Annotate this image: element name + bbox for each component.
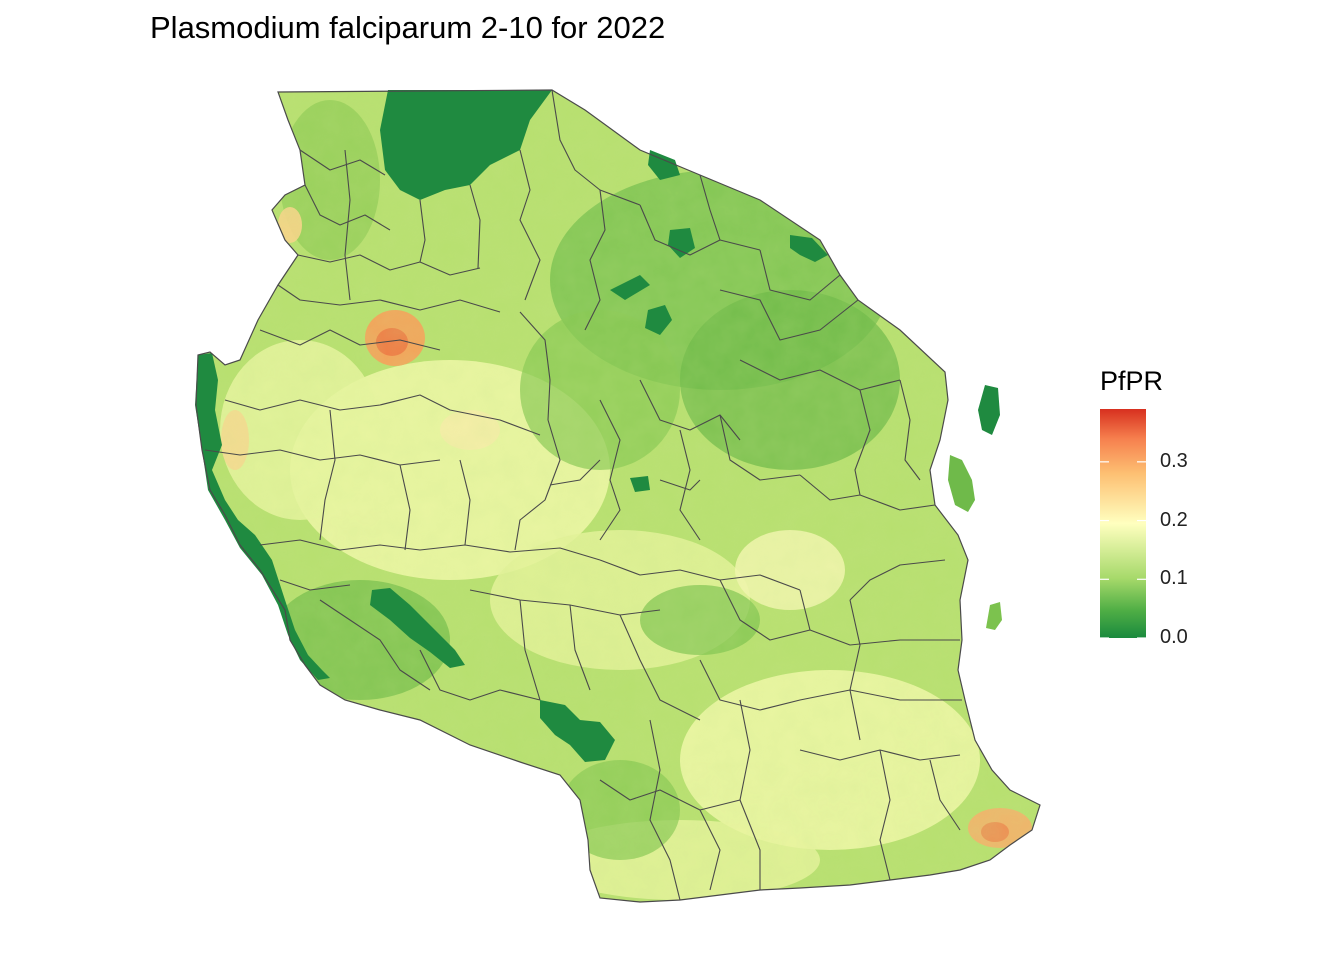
central-patch [630, 476, 650, 492]
manyara-area [610, 275, 650, 300]
legend-colorbar [1100, 409, 1146, 638]
kilimanjaro-area [790, 235, 828, 262]
islands [948, 455, 1002, 630]
mara-patch [648, 150, 680, 180]
legend-tick-label: 0.2 [1160, 508, 1188, 531]
ngorongoro-patch [668, 228, 695, 258]
country-fill [196, 90, 1040, 902]
zanzibar-island [948, 455, 975, 512]
legend-colorbar-svg [1100, 409, 1146, 639]
nyasa-highlands-area [540, 700, 615, 762]
pemba-island [978, 385, 1000, 435]
legend-tick-marks [1100, 461, 1146, 639]
tarangire-patch [645, 305, 672, 335]
legend-tick-label: 0.0 [1160, 626, 1188, 648]
district-boundaries [204, 89, 962, 901]
lake-victoria-area [380, 90, 552, 200]
legend-tick-label: 0.3 [1160, 449, 1188, 472]
page-title: Plasmodium falciparum 2-10 for 2022 [150, 10, 666, 45]
low-prevalence-areas [195, 90, 1000, 762]
legend-title: PfPR [1100, 366, 1164, 396]
mafia-island [986, 602, 1002, 630]
rukwa-area [370, 588, 465, 668]
lake-tanganyika-area [195, 353, 330, 680]
legend-tick-label: 0.1 [1160, 567, 1188, 590]
